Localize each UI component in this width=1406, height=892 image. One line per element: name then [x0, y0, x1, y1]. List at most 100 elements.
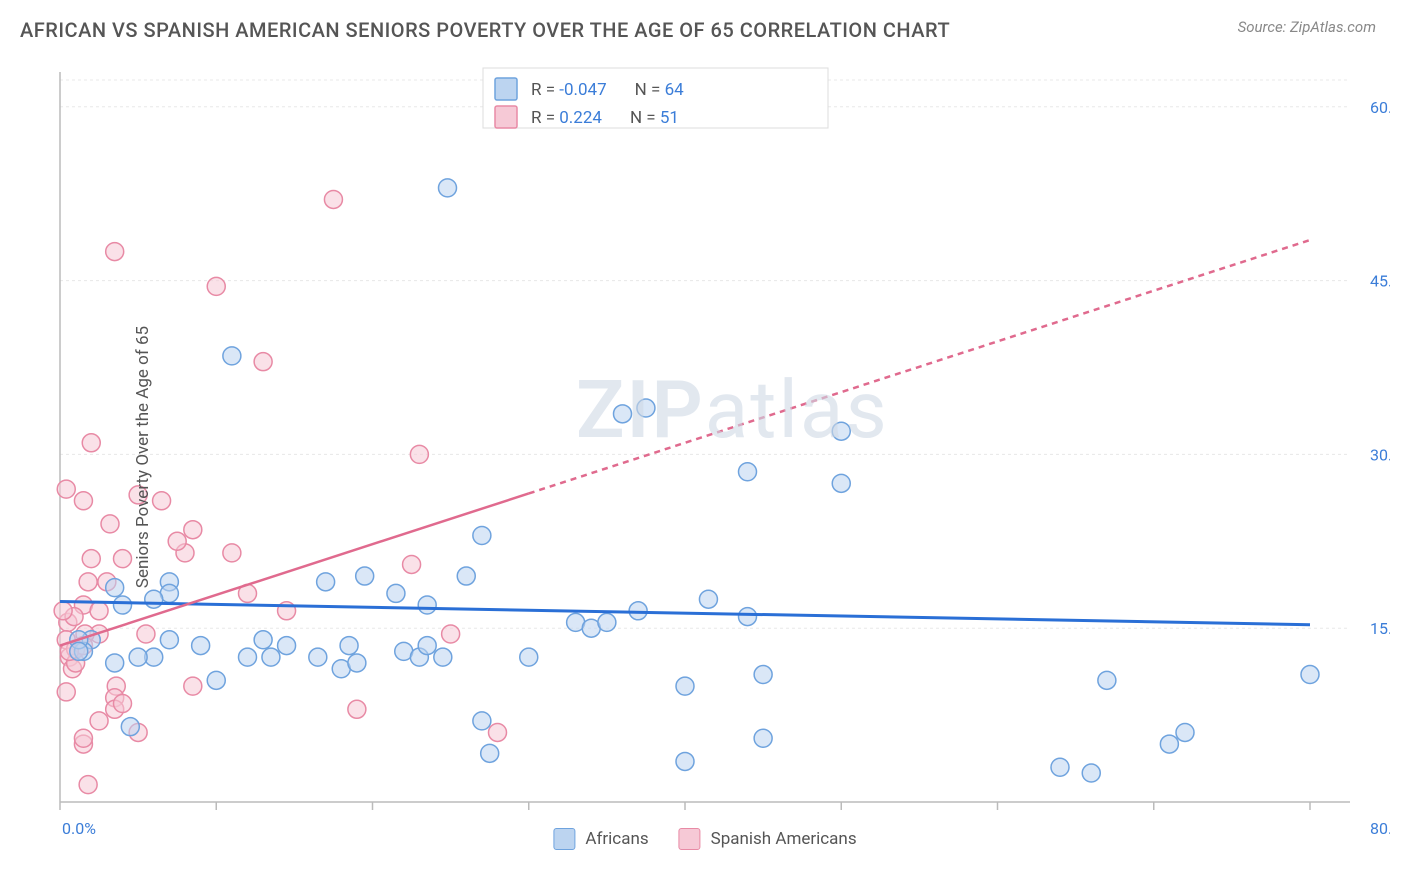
y-axis-label: Seniors Poverty Over the Age of 65 — [133, 326, 153, 588]
data-point — [106, 579, 124, 597]
data-point — [832, 422, 850, 440]
data-point — [739, 608, 757, 626]
data-point — [348, 700, 366, 718]
data-point — [418, 637, 436, 655]
data-point — [160, 631, 178, 649]
y-tick-label: 45.0% — [1370, 272, 1390, 291]
data-point — [1082, 764, 1100, 782]
data-point — [481, 744, 499, 762]
y-tick-label: 15.0% — [1370, 619, 1390, 638]
data-point — [239, 648, 257, 666]
legend-item: Spanish Americans — [679, 828, 857, 850]
data-point — [184, 677, 202, 695]
data-point — [403, 555, 421, 573]
legend-swatch — [495, 78, 517, 100]
data-point — [637, 399, 655, 417]
data-point — [90, 712, 108, 730]
data-point — [348, 654, 366, 672]
data-point — [74, 729, 92, 747]
trend-line — [60, 493, 529, 645]
data-point — [254, 631, 272, 649]
data-point — [699, 590, 717, 608]
series-africans — [70, 179, 1319, 782]
legend-label: Africans — [585, 829, 648, 849]
header: AFRICAN VS SPANISH AMERICAN SENIORS POVE… — [0, 0, 1406, 52]
legend-swatch — [679, 828, 701, 850]
data-point — [340, 637, 358, 655]
data-point — [387, 584, 405, 602]
data-point — [79, 776, 97, 794]
data-point — [70, 642, 88, 660]
data-point — [1051, 758, 1069, 776]
data-point — [57, 683, 75, 701]
data-point — [207, 671, 225, 689]
data-point — [356, 567, 374, 585]
x-tick-label: 80.0% — [1370, 819, 1390, 838]
legend-label: Spanish Americans — [711, 829, 857, 849]
data-point — [676, 677, 694, 695]
data-point — [254, 353, 272, 371]
data-point — [832, 474, 850, 492]
data-point — [262, 648, 280, 666]
data-point — [278, 637, 296, 655]
data-point — [410, 445, 428, 463]
data-point — [223, 544, 241, 562]
data-point — [106, 243, 124, 261]
data-point — [324, 190, 342, 208]
data-point — [754, 729, 772, 747]
data-point — [54, 602, 72, 620]
data-point — [121, 718, 139, 736]
data-point — [434, 648, 452, 666]
data-point — [129, 648, 147, 666]
data-point — [473, 712, 491, 730]
data-point — [442, 625, 460, 643]
data-point — [676, 752, 694, 770]
data-point — [101, 515, 119, 533]
data-point — [489, 723, 507, 741]
data-point — [153, 492, 171, 510]
source-attribution: Source: ZipAtlas.com — [1238, 18, 1376, 36]
trend-line-dashed — [529, 240, 1310, 493]
legend-item: Africans — [553, 828, 648, 850]
data-point — [1176, 723, 1194, 741]
data-point — [114, 596, 132, 614]
data-point — [106, 654, 124, 672]
data-point — [473, 526, 491, 544]
x-tick-label: 0.0% — [62, 819, 96, 838]
data-point — [79, 573, 97, 591]
y-tick-label: 30.0% — [1370, 445, 1390, 464]
data-point — [223, 347, 241, 365]
scatter-chart: 15.0%30.0%45.0%60.0%0.0%80.0%R = -0.047N… — [20, 62, 1390, 852]
chart-title: AFRICAN VS SPANISH AMERICAN SENIORS POVE… — [20, 18, 950, 42]
legend-bottom: Africans Spanish Americans — [553, 828, 856, 850]
data-point — [754, 666, 772, 684]
data-point — [184, 521, 202, 539]
data-point — [439, 179, 457, 197]
data-point — [82, 434, 100, 452]
data-point — [90, 602, 108, 620]
data-point — [457, 567, 475, 585]
data-point — [739, 463, 757, 481]
data-point — [1301, 666, 1319, 684]
data-point — [114, 550, 132, 568]
data-point — [614, 405, 632, 423]
data-point — [57, 480, 75, 498]
data-point — [317, 573, 335, 591]
data-point — [192, 637, 210, 655]
data-point — [207, 277, 225, 295]
legend-swatch — [495, 106, 517, 128]
legend-swatch — [553, 828, 575, 850]
y-tick-label: 60.0% — [1370, 98, 1390, 117]
data-point — [74, 492, 92, 510]
trend-line — [60, 602, 1310, 625]
data-point — [520, 648, 538, 666]
data-point — [309, 648, 327, 666]
data-point — [114, 695, 132, 713]
chart-container: Seniors Poverty Over the Age of 65 ZIPat… — [20, 62, 1390, 852]
data-point — [1098, 671, 1116, 689]
data-point — [1160, 735, 1178, 753]
data-point — [82, 550, 100, 568]
data-point — [145, 590, 163, 608]
data-point — [418, 596, 436, 614]
data-point — [168, 532, 186, 550]
